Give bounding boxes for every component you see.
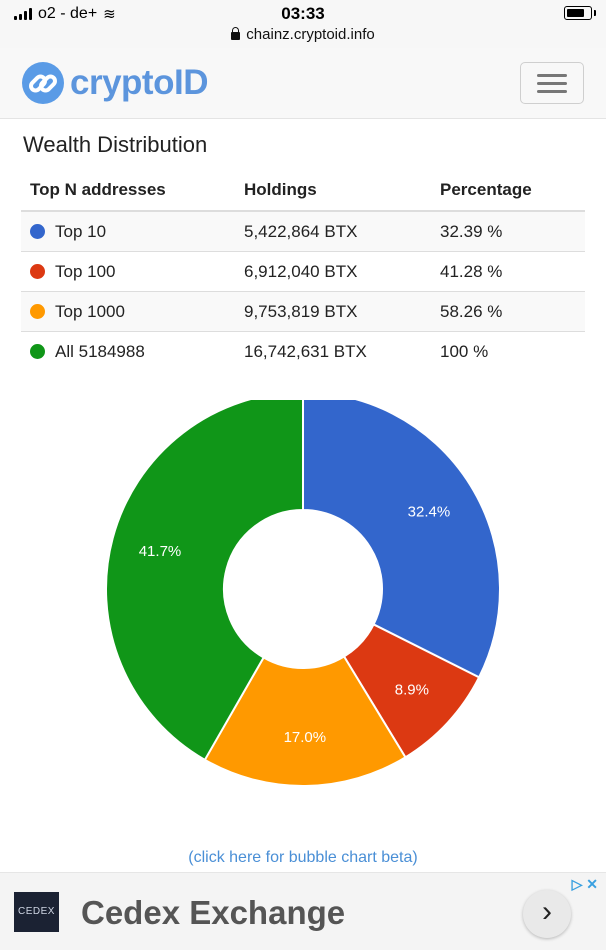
legend-dot-icon xyxy=(30,343,45,359)
signal-icon xyxy=(14,8,32,20)
chain-link-icon xyxy=(22,62,64,104)
wealth-table: Top N addresses Holdings Percentage Top … xyxy=(21,170,585,371)
donut-slice-3[interactable] xyxy=(105,400,304,762)
row-label-cell: All 5184988 xyxy=(21,331,235,371)
hamburger-icon xyxy=(537,74,567,77)
legend-dot-icon xyxy=(30,303,45,319)
percentage-cell: 58.26 % xyxy=(431,291,585,332)
page-title: Wealth Distribution xyxy=(23,132,208,157)
holdings-cell: 9,753,819 BTX xyxy=(235,291,431,332)
slice-label-3: 41.7% xyxy=(139,543,182,560)
percentage-cell: 100 % xyxy=(431,331,585,371)
row-label-cell: Top 100 xyxy=(21,251,235,292)
wifi-icon: ≋ xyxy=(103,6,116,23)
ad-choices-icon[interactable]: ▷ ✕ xyxy=(571,876,598,892)
header-percentage: Percentage xyxy=(431,170,585,212)
carrier-label: o2 - de+ xyxy=(38,5,98,22)
percentage-cell: 41.28 % xyxy=(431,251,585,292)
brand-logo[interactable]: cryptoID xyxy=(22,62,208,104)
table-row: Top 1000 9,753,819 BTX 58.26 % xyxy=(21,291,585,332)
slice-label-0: 32.4% xyxy=(408,503,451,520)
legend-dot-icon xyxy=(30,263,45,279)
table-header: Top N addresses Holdings Percentage xyxy=(21,170,585,212)
carrier-area: o2 - de+ ≋ xyxy=(14,5,116,23)
donut-slice-2[interactable] xyxy=(203,655,407,787)
navbar: cryptoID xyxy=(0,48,606,119)
ad-title: Cedex Exchange xyxy=(81,894,346,931)
slice-label-1: 8.9% xyxy=(395,681,429,698)
chevron-right-icon[interactable]: › xyxy=(523,890,571,938)
header-top-n: Top N addresses xyxy=(21,170,235,212)
battery-icon xyxy=(564,6,596,20)
donut-slice-0[interactable] xyxy=(302,400,501,679)
address-bar[interactable]: chainz.cryptoid.info xyxy=(0,26,606,43)
percentage-cell: 32.39 % xyxy=(431,210,585,252)
url-text: chainz.cryptoid.info xyxy=(246,26,375,43)
legend-dot-icon xyxy=(30,223,45,239)
menu-button[interactable] xyxy=(520,62,584,104)
status-bar: o2 - de+ ≋ 03:33 chainz.cryptoid.info xyxy=(0,0,606,48)
row-label-cell: Top 1000 xyxy=(21,291,235,332)
holdings-cell: 5,422,864 BTX xyxy=(235,210,431,252)
table-row: Top 10 5,422,864 BTX 32.39 % xyxy=(21,210,585,252)
row-label-cell: Top 10 xyxy=(21,210,235,252)
holdings-cell: 6,912,040 BTX xyxy=(235,251,431,292)
table-row: All 5184988 16,742,631 BTX 100 % xyxy=(21,331,585,371)
slice-label-2: 17.0% xyxy=(284,729,327,746)
header-holdings: Holdings xyxy=(235,170,431,212)
ad-banner[interactable]: CEDEX Cedex Exchange › ▷ ✕ xyxy=(0,872,606,950)
holdings-cell: 16,742,631 BTX xyxy=(235,331,431,371)
brand-name: cryptoID xyxy=(70,63,208,102)
table-row: Top 100 6,912,040 BTX 41.28 % xyxy=(21,251,585,292)
lock-icon xyxy=(231,27,241,40)
wealth-donut-chart: 32.4% 8.9% 17.0% 41.7% xyxy=(105,400,501,787)
bubble-chart-link[interactable]: (click here for bubble chart beta) xyxy=(188,849,418,866)
clock: 03:33 xyxy=(281,4,325,23)
cedex-logo: CEDEX xyxy=(14,892,59,932)
